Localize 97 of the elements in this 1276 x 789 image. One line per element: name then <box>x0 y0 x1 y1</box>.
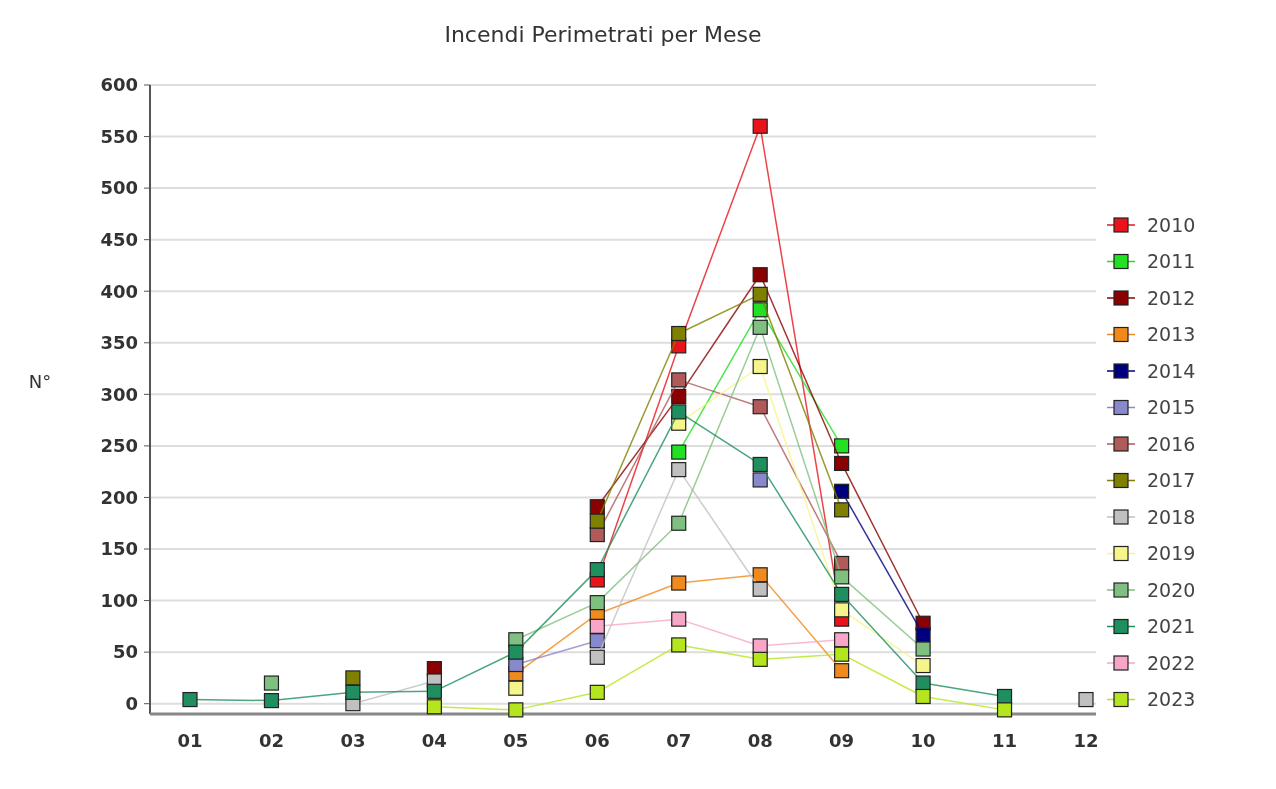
legend-label: 2015 <box>1147 396 1196 419</box>
legend-label: 2021 <box>1147 615 1196 638</box>
point <box>834 663 850 679</box>
point <box>752 267 768 283</box>
point <box>263 693 280 709</box>
legend-label: 2019 <box>1147 542 1196 565</box>
x-tick-label: 02 <box>258 730 284 751</box>
legend-label: 2018 <box>1147 505 1196 528</box>
point <box>1078 691 1094 708</box>
point <box>589 499 605 515</box>
point <box>996 702 1013 718</box>
x-tick-label: 07 <box>666 730 692 751</box>
point <box>752 651 768 667</box>
point <box>752 286 768 302</box>
legend-label: 2017 <box>1147 469 1196 492</box>
point <box>589 595 605 611</box>
y-tick-label: 400 <box>100 280 138 302</box>
point <box>671 515 687 531</box>
point <box>182 691 198 708</box>
x-tick-label: 04 <box>421 730 447 751</box>
point <box>671 325 687 342</box>
y-tick-label: 200 <box>100 486 138 508</box>
point <box>671 444 687 460</box>
point <box>915 688 931 705</box>
y-tick-label: 250 <box>100 435 138 457</box>
point <box>671 575 687 591</box>
point <box>834 569 850 585</box>
legend-label: 2020 <box>1147 578 1196 601</box>
point <box>508 680 524 696</box>
point <box>589 618 605 634</box>
x-tick-label: 05 <box>503 730 529 751</box>
point <box>752 456 768 473</box>
x-tick-label: 01 <box>177 730 203 751</box>
point <box>671 372 687 388</box>
point <box>834 646 850 662</box>
point <box>834 502 850 518</box>
y-tick-label: 350 <box>100 332 138 354</box>
point <box>508 644 524 660</box>
x-tick-label: 08 <box>747 730 773 751</box>
point <box>752 472 768 488</box>
legend-label: 2010 <box>1147 213 1196 236</box>
y-tick-label: 0 <box>125 692 138 714</box>
point <box>834 455 850 472</box>
point <box>589 649 605 665</box>
point <box>426 699 442 715</box>
point <box>263 675 280 691</box>
point <box>671 388 687 405</box>
y-tick-label: 150 <box>100 538 138 560</box>
point <box>834 586 850 602</box>
x-tick-label: 03 <box>340 730 366 751</box>
point <box>671 611 687 627</box>
y-axis-title: N° <box>28 371 52 393</box>
chart-title: Incendi Perimetrati per Mese <box>444 22 762 47</box>
y-tick-label: 550 <box>100 125 138 147</box>
x-tick-label: 12 <box>1073 730 1099 751</box>
x-tick-label: 10 <box>910 730 936 751</box>
y-tick-label: 50 <box>112 641 138 663</box>
point <box>834 632 850 648</box>
y-tick-label: 450 <box>100 228 138 250</box>
legend-label: 2016 <box>1147 432 1196 455</box>
legend-label: 2011 <box>1147 250 1196 273</box>
point <box>915 657 931 674</box>
point <box>589 562 605 578</box>
y-tick-label: 300 <box>100 383 138 405</box>
point <box>671 637 687 653</box>
point <box>508 702 524 718</box>
legend-label: 2014 <box>1147 359 1196 382</box>
point <box>752 118 768 134</box>
point <box>671 462 687 478</box>
y-tick-label: 100 <box>100 589 138 611</box>
point <box>834 438 850 454</box>
point <box>915 627 931 643</box>
legend-label: 2012 <box>1147 286 1196 309</box>
point <box>589 513 605 529</box>
point <box>834 483 850 499</box>
point <box>426 683 442 699</box>
point <box>752 358 768 375</box>
legend-label: 2023 <box>1147 688 1196 711</box>
x-tick-label: 06 <box>584 730 610 751</box>
point <box>589 684 605 700</box>
point <box>915 675 931 691</box>
point <box>752 567 768 583</box>
point <box>752 319 768 335</box>
y-tick-label: 500 <box>100 177 138 199</box>
point <box>752 638 768 654</box>
legend-label: 2013 <box>1147 323 1196 346</box>
point <box>345 670 361 686</box>
point <box>752 399 768 415</box>
legend-label: 2022 <box>1147 651 1196 674</box>
point <box>671 404 687 420</box>
y-tick-label: 600 <box>100 74 138 96</box>
point <box>915 641 931 657</box>
point <box>834 602 850 618</box>
x-tick-label: 11 <box>992 730 1018 751</box>
x-tick-label: 09 <box>829 730 855 751</box>
point <box>752 581 768 597</box>
point <box>345 684 361 700</box>
